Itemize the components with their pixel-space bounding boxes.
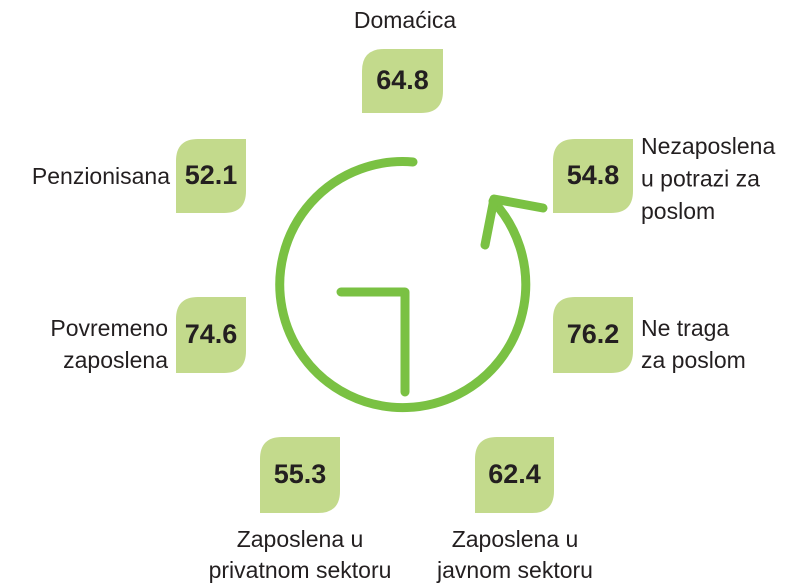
- label: Domaćica: [354, 7, 456, 33]
- cycle-arrow: [275, 157, 548, 413]
- value: 74.6: [185, 319, 238, 349]
- value: 62.4: [488, 459, 541, 489]
- arrowhead: [480, 194, 548, 250]
- value-box: [553, 297, 633, 373]
- value: 52.1: [185, 160, 238, 190]
- label: poslom: [641, 198, 715, 224]
- value-box: [362, 49, 443, 113]
- label: Penzionisana: [32, 163, 170, 189]
- value: 76.2: [567, 319, 620, 349]
- label: javnom sektoru: [436, 557, 593, 583]
- label: za poslom: [641, 347, 746, 373]
- value-box: [553, 139, 633, 213]
- value-box: [176, 297, 246, 373]
- value: 55.3: [274, 459, 327, 489]
- label: Nezaposlena: [641, 133, 775, 159]
- label: Zaposlena u: [452, 526, 579, 552]
- label: Ne traga: [641, 315, 729, 341]
- inner-bracket: [336, 287, 410, 397]
- label: zaposlena: [63, 347, 168, 373]
- label: u potrazi za: [641, 166, 760, 192]
- value: 54.8: [567, 160, 620, 190]
- label: Povremeno: [50, 315, 168, 341]
- value-box: [260, 437, 340, 513]
- label: privatnom sektoru: [209, 557, 392, 583]
- label: Zaposlena u: [237, 526, 364, 552]
- value: 64.8: [376, 65, 429, 95]
- arc: [275, 157, 531, 413]
- value-box: [475, 437, 554, 513]
- value-box: [176, 139, 246, 213]
